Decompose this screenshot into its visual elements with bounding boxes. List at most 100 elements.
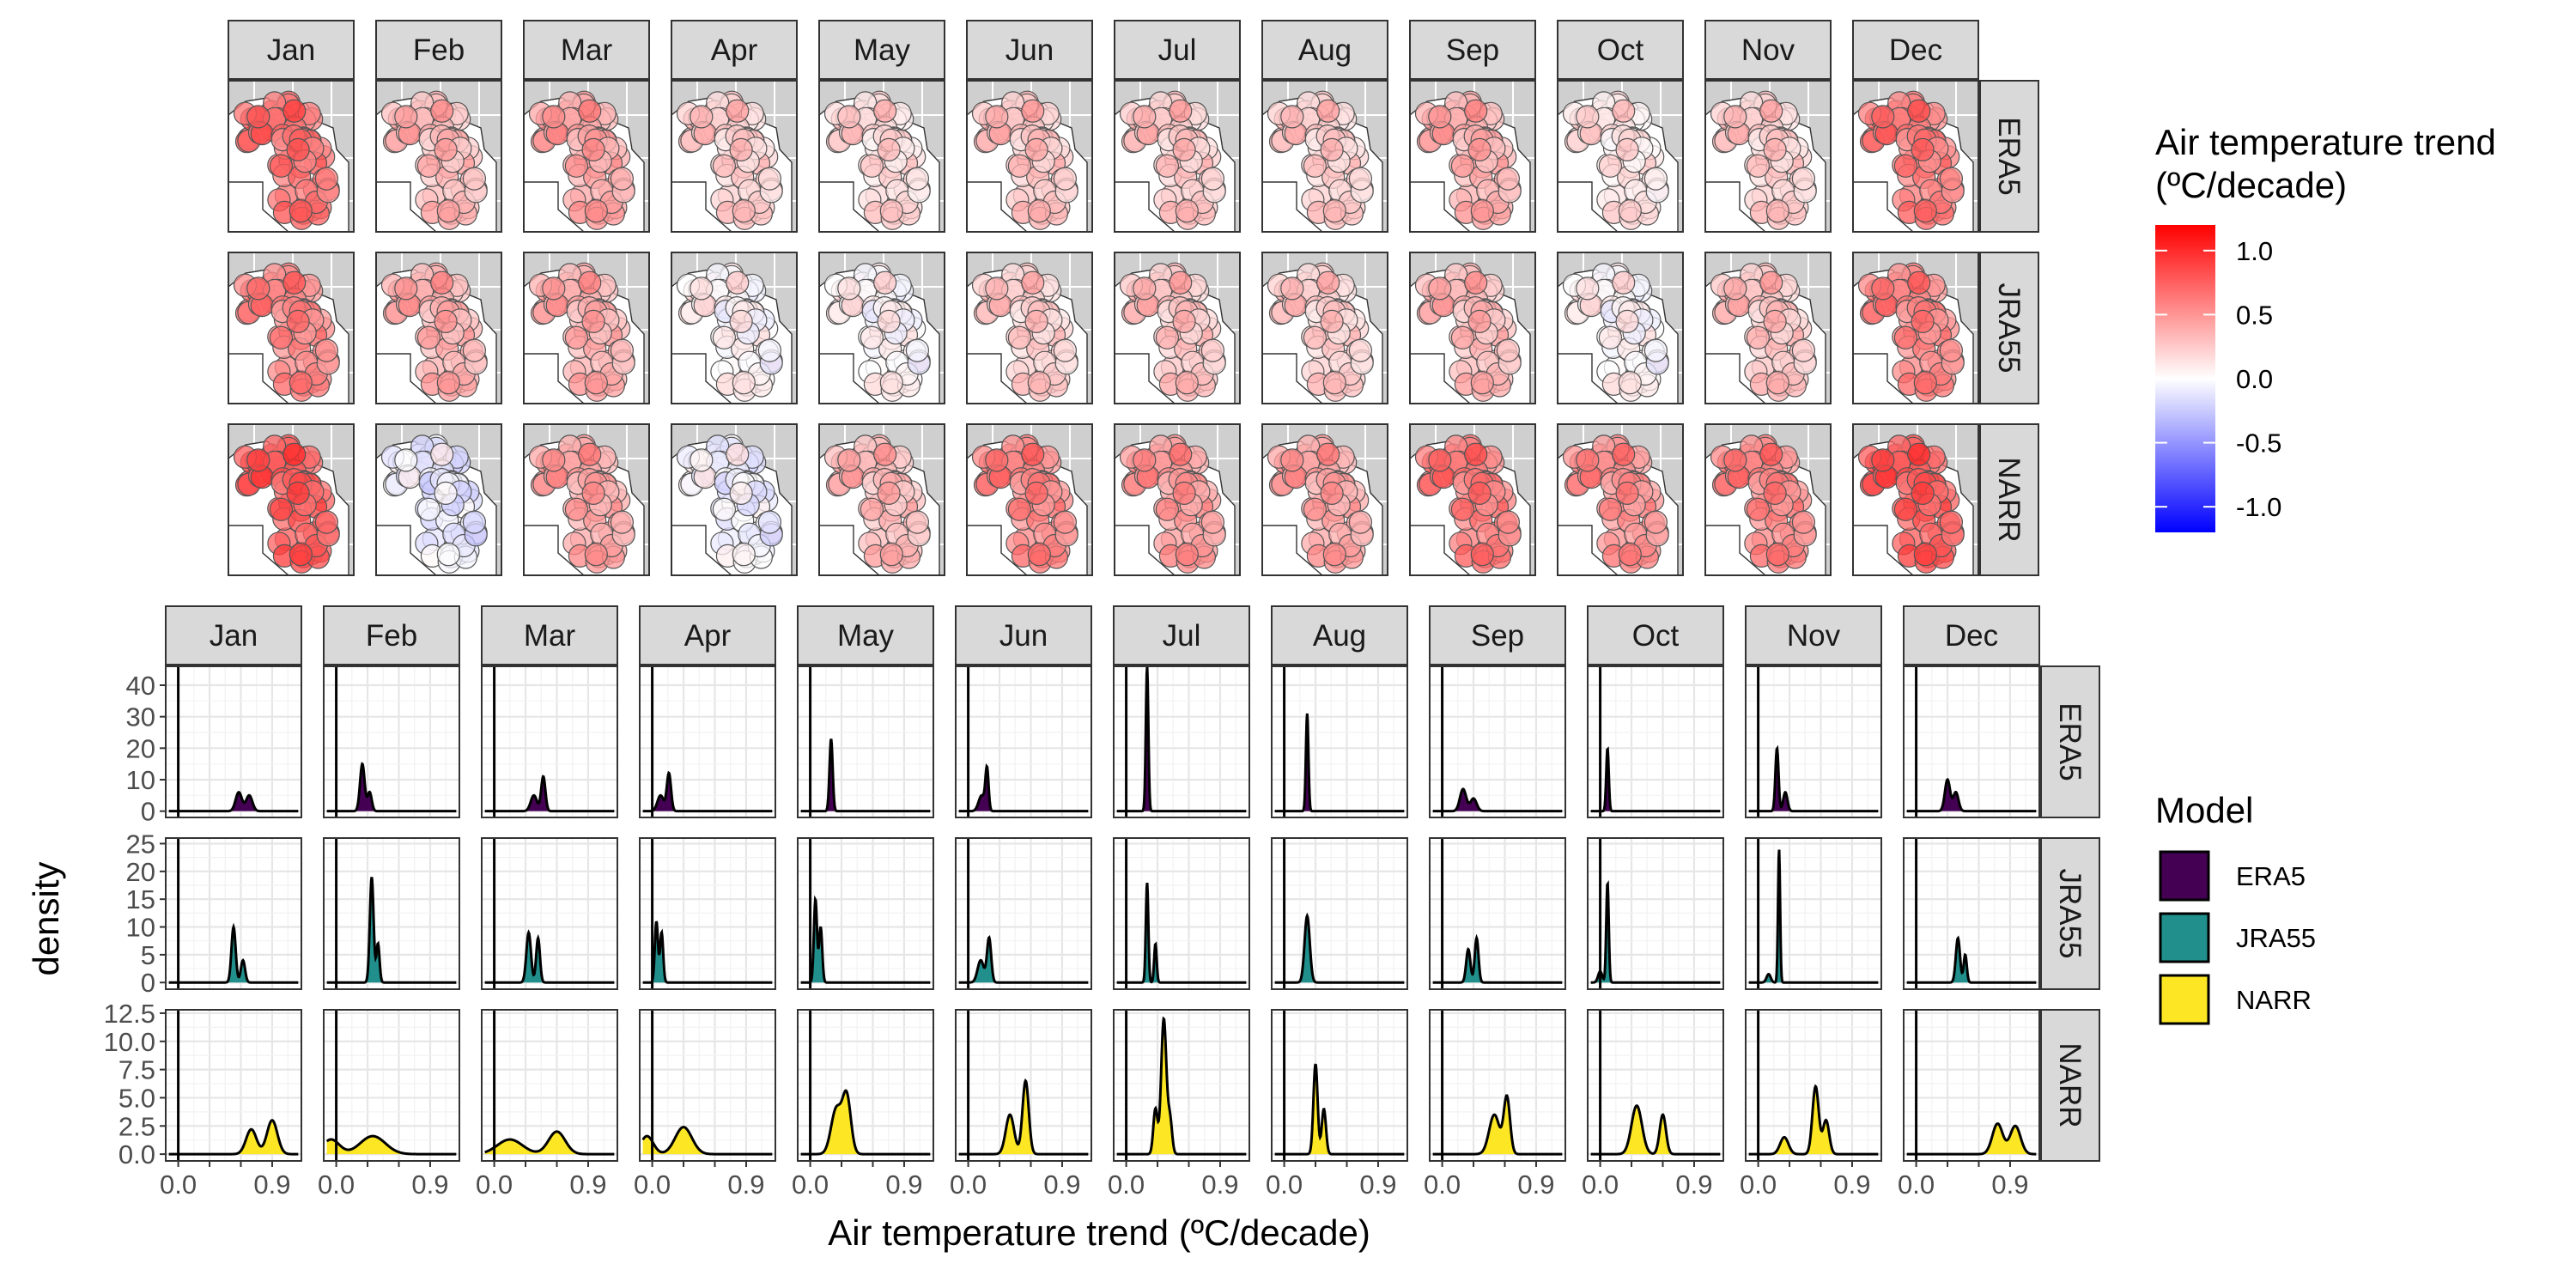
density-panel-jra55-may [797, 837, 934, 990]
colorbar-legend: Air temperature trend (ºC/decade) 1.0 0.5… [2155, 122, 2496, 532]
map-strip-jun: Jun [966, 20, 1093, 80]
density-y-tick-label: 10 [126, 913, 155, 943]
density-panel-era5-may [797, 665, 934, 818]
map-strip-label: Jan [267, 33, 315, 67]
density-row-strip-era5: ERA5 [2040, 665, 2100, 818]
density-line-jra55-aug [1274, 912, 1405, 984]
legend-swatch-jra55 [2159, 912, 2210, 963]
density-x-tick-label: 0.9 [1833, 1170, 1870, 1200]
density-strip-jun: Jun [955, 605, 1092, 665]
density-panel-narr-feb [323, 1009, 460, 1162]
colorbar-title-line2: (ºC/decade) [2155, 165, 2347, 205]
density-line-era5-nov [1748, 744, 1879, 813]
density-strip-label: Mar [524, 619, 576, 653]
density-x-tick-label: 0.0 [1266, 1170, 1303, 1200]
density-grid: Jan 0.0 0.9 Feb 0.0 0.9 Mar 0.0 0.9 Apr 0.0 0.9 May 0… [104, 605, 2100, 1200]
density-x-tick-label: 0.9 [1201, 1170, 1238, 1200]
map-panel-narr-jul [1114, 423, 1241, 576]
map-strip-jul: Jul [1114, 20, 1241, 80]
map-panel-jra55-apr [671, 252, 798, 404]
density-strip-label: Oct [1632, 619, 1680, 653]
density-panel-era5-apr [639, 665, 776, 818]
map-row-strip-narr: NARR [1979, 423, 2039, 576]
map-panel-era5-jul [1114, 80, 1241, 233]
map-panel-jra55-may [818, 252, 945, 404]
density-y-tick-label: 15 [126, 884, 155, 914]
density-line-era5-sep [1432, 787, 1563, 813]
density-panel-era5-jul [1113, 665, 1250, 818]
density-panel-jra55-dec [1903, 837, 2040, 990]
map-panel-jra55-jun [966, 252, 1093, 404]
map-panel-narr-sep [1409, 423, 1536, 576]
density-strip-label: Feb [366, 619, 417, 653]
colorbar-tick-label: -1.0 [2236, 492, 2281, 522]
map-strip-apr: Apr [671, 20, 798, 80]
map-strip-label: Mar [561, 33, 613, 67]
density-strip-aug: Aug [1271, 605, 1408, 665]
map-panel-jra55-mar [523, 252, 650, 404]
density-panel-era5-sep [1429, 665, 1566, 818]
map-strip-aug: Aug [1261, 20, 1388, 80]
map-panel-jra55-oct [1557, 252, 1684, 404]
density-panel-narr-jul [1113, 1009, 1250, 1162]
density-line-jra55-apr [642, 920, 773, 984]
density-panel-narr-may [797, 1009, 934, 1162]
density-x-tick-label: 0.9 [1991, 1170, 2028, 1200]
map-strip-may: May [818, 20, 945, 80]
map-panel-jra55-nov [1704, 252, 1832, 404]
map-row-strip-jra55: JRA55 [1979, 252, 2039, 404]
density-x-tick-label: 0.9 [1359, 1170, 1396, 1200]
density-area-narr-jan [168, 1120, 299, 1155]
map-strip-label: Jul [1158, 33, 1197, 67]
density-x-tick-label: 0.9 [1043, 1170, 1080, 1200]
density-panel-jra55-jun [955, 837, 1092, 990]
density-y-tick-label: 5.0 [118, 1083, 155, 1113]
density-area-jra55-aug [1274, 915, 1405, 983]
density-y-tick-label: 30 [126, 702, 155, 732]
density-strip-mar: Mar [481, 605, 618, 665]
density-line-narr-apr [641, 1126, 773, 1156]
map-strip-jan: Jan [228, 20, 355, 80]
density-x-tick-label: 0.9 [727, 1170, 764, 1200]
map-panel-era5-aug [1261, 80, 1388, 233]
map-strip-label: Feb [413, 33, 465, 67]
map-strip-dec: Dec [1852, 20, 1979, 80]
density-panel-jra55-jul [1113, 837, 1250, 990]
legend-label-jra55: JRA55 [2236, 923, 2316, 953]
map-panel-jra55-aug [1261, 252, 1388, 404]
density-strip-label: May [837, 619, 895, 653]
map-panel-narr-oct [1557, 423, 1684, 576]
map-panel-narr-aug [1261, 423, 1388, 576]
density-strip-label: Jan [210, 619, 258, 653]
map-panel-era5-sep [1409, 80, 1536, 233]
density-area-jra55-jan [168, 927, 299, 983]
density-y-tick-label: 2.5 [118, 1111, 155, 1141]
map-panel-era5-oct [1557, 80, 1684, 233]
map-strip-label: Dec [1889, 33, 1942, 67]
density-panel-jra55-oct [1587, 837, 1724, 990]
colorbar-tick-label: 0.5 [2236, 300, 2273, 330]
density-y-tick-label: 5 [141, 940, 155, 970]
map-strip-feb: Feb [375, 20, 502, 80]
density-panel-era5-feb [323, 665, 460, 818]
density-panel-narr-sep [1429, 1009, 1566, 1162]
map-strip-label: Sep [1446, 33, 1499, 67]
density-line-era5-jul [1116, 666, 1247, 813]
density-area-jra55-may [800, 899, 931, 983]
map-panel-narr-apr [671, 423, 798, 576]
density-panel-era5-mar [481, 665, 618, 818]
density-x-tick-label: 0.9 [1517, 1170, 1554, 1200]
density-panel-era5-dec [1903, 665, 2040, 818]
density-panel-jra55-aug [1271, 837, 1408, 990]
density-strip-label: Nov [1787, 619, 1841, 653]
density-line-era5-dec [1906, 777, 2037, 813]
density-line-narr-oct [1590, 1104, 1721, 1156]
legend-label-era5: ERA5 [2236, 861, 2306, 891]
density-panel-narr-apr [639, 1009, 776, 1162]
density-strip-apr: Apr [639, 605, 776, 665]
density-y-tick-label: 10 [126, 765, 155, 795]
map-panel-jra55-jul [1114, 252, 1241, 404]
map-panel-era5-apr [671, 80, 798, 233]
density-line-era5-aug [1274, 713, 1405, 813]
density-line-era5-feb [326, 762, 457, 813]
